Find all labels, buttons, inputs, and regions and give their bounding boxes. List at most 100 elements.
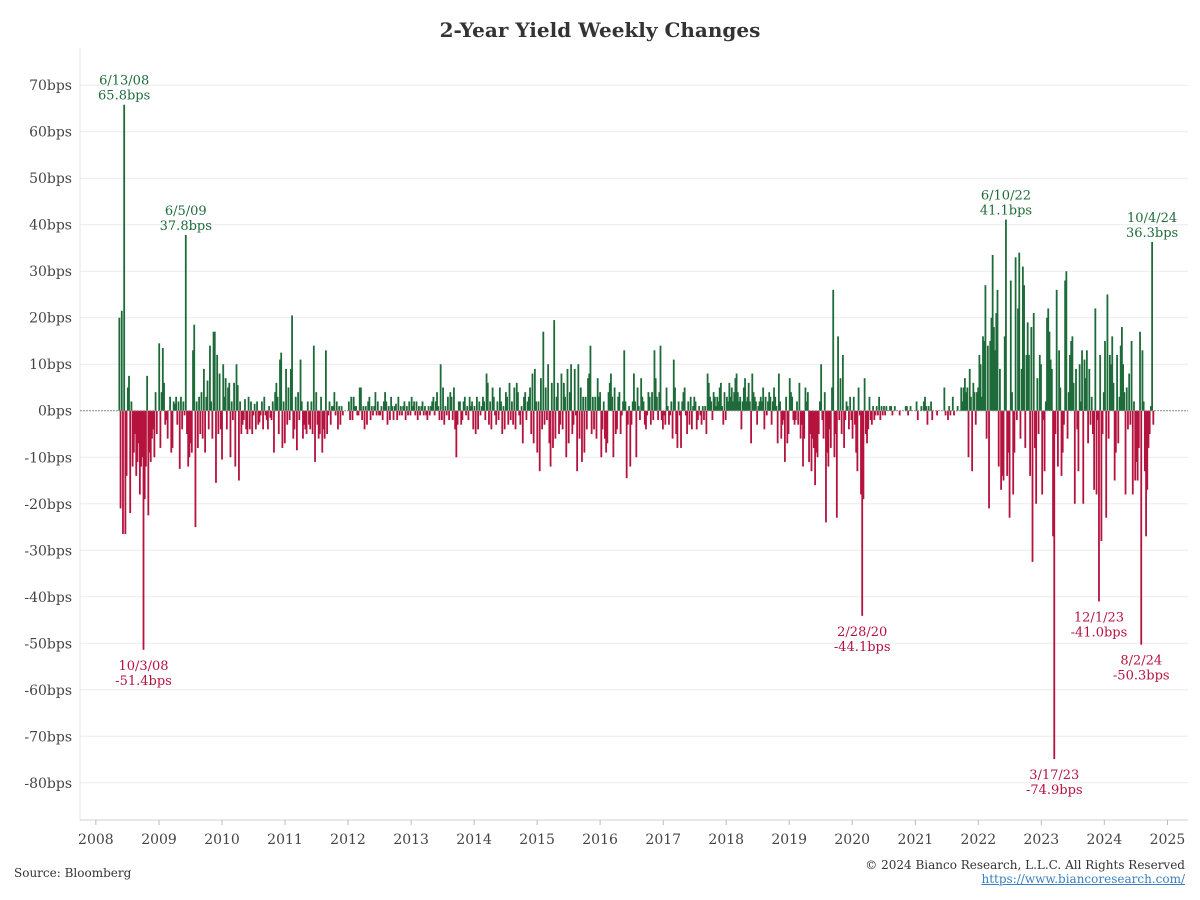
- bar: [163, 382, 165, 411]
- bar: [548, 410, 551, 444]
- bar: [449, 392, 452, 411]
- bar: [694, 401, 697, 411]
- bars: [118, 104, 1155, 760]
- bar: [466, 406, 469, 411]
- bar: [1129, 410, 1132, 425]
- y-tick-label: -30bps: [24, 543, 72, 559]
- bar: [351, 410, 354, 421]
- bar: [485, 373, 488, 411]
- bar: [360, 387, 362, 411]
- bar: [231, 410, 234, 421]
- bar: [147, 410, 150, 516]
- bar: [149, 410, 152, 462]
- bar: [182, 401, 185, 411]
- bar: [721, 406, 723, 411]
- bar: [573, 368, 576, 411]
- bar: [376, 401, 379, 411]
- bar: [269, 410, 272, 418]
- bar: [792, 410, 795, 421]
- bar: [437, 406, 440, 411]
- bar: [207, 410, 210, 430]
- bar: [1148, 410, 1151, 434]
- bar: [302, 410, 304, 439]
- bar: [637, 406, 640, 411]
- bar: [599, 392, 601, 411]
- bar: [717, 401, 720, 411]
- bar: [962, 387, 965, 411]
- bar: [581, 410, 583, 462]
- bar: [1108, 354, 1111, 411]
- bar: [745, 401, 748, 411]
- bar: [1023, 285, 1025, 411]
- bar: [791, 396, 794, 411]
- bar: [1061, 410, 1064, 453]
- bar: [316, 410, 319, 425]
- bar: [467, 410, 470, 421]
- bar: [356, 410, 359, 416]
- bar: [820, 364, 823, 411]
- bar: [584, 396, 587, 411]
- bar: [252, 410, 255, 416]
- source-note: Source: Bloomberg: [14, 866, 132, 880]
- website-link[interactable]: https://www.biancoresearch.com/: [981, 872, 1185, 886]
- bar: [367, 401, 370, 411]
- bar: [141, 410, 144, 458]
- bar: [1020, 368, 1023, 411]
- bar: [439, 364, 442, 411]
- bar: [361, 410, 364, 421]
- bar: [700, 410, 703, 425]
- bar: [659, 345, 662, 411]
- bar: [777, 373, 780, 411]
- annotation-value: -74.9bps: [1026, 783, 1083, 798]
- bar: [401, 410, 403, 416]
- bar: [833, 410, 836, 458]
- bar: [1056, 410, 1059, 467]
- bar: [864, 410, 867, 434]
- bar: [444, 406, 447, 411]
- bar: [293, 410, 296, 430]
- bar: [386, 410, 389, 425]
- annotation-date: 10/4/24: [1127, 211, 1177, 226]
- bar: [426, 410, 429, 421]
- bar: [174, 403, 176, 411]
- bar: [845, 401, 848, 411]
- bar: [951, 396, 954, 411]
- bar: [854, 410, 856, 425]
- bar: [455, 410, 458, 458]
- bar: [533, 368, 536, 411]
- bar: [501, 410, 504, 434]
- bar: [983, 340, 986, 411]
- bar: [936, 410, 938, 416]
- bar: [677, 401, 680, 411]
- bar: [337, 410, 339, 430]
- bar: [407, 410, 409, 416]
- x-tick-label: 2009: [141, 832, 177, 848]
- bar: [837, 336, 839, 411]
- bar: [671, 410, 674, 439]
- bar: [706, 373, 709, 411]
- bar: [678, 410, 681, 416]
- bar: [500, 401, 502, 411]
- bar: [430, 406, 432, 411]
- bar: [524, 392, 527, 411]
- bar: [787, 410, 790, 434]
- bar: [1104, 340, 1106, 411]
- bar: [399, 406, 402, 411]
- bar: [577, 364, 580, 411]
- bar: [915, 401, 918, 411]
- bar: [128, 375, 130, 411]
- bar: [1024, 410, 1027, 448]
- bar: [170, 410, 173, 453]
- bar: [233, 382, 235, 411]
- bar: [310, 401, 313, 411]
- bar: [675, 410, 678, 434]
- bar: [215, 410, 217, 483]
- bar: [1118, 396, 1121, 411]
- bar: [135, 410, 138, 476]
- bar: [750, 410, 752, 444]
- bar: [1066, 410, 1069, 439]
- bar: [286, 410, 289, 425]
- bar: [898, 410, 901, 416]
- bar: [419, 410, 422, 416]
